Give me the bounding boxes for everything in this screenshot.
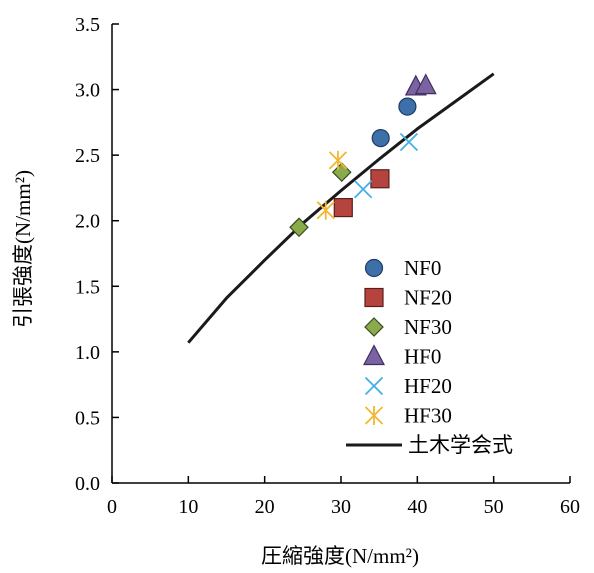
legend-label: NF20	[404, 286, 452, 310]
point-nf30	[289, 217, 309, 238]
legend-label: HF0	[404, 345, 441, 369]
point-hf20	[354, 180, 373, 199]
y-tick-label: 1.5	[75, 276, 100, 298]
x-tick-label: 10	[178, 496, 198, 518]
legend-label: HF20	[404, 374, 452, 398]
point-nf0	[371, 128, 390, 148]
legend-marker-hf20	[364, 376, 384, 396]
x-tick-label: 30	[331, 496, 351, 518]
legend-label: 土木学会式	[408, 433, 513, 457]
x-tick-label: 60	[560, 496, 580, 518]
y-axis-title: 引張強度(N/mm²)	[11, 170, 35, 328]
y-tick-label: 2.0	[75, 211, 100, 233]
y-tick-label: 1.0	[75, 342, 100, 364]
x-axis-title: 圧縮強度(N/mm²)	[261, 544, 419, 568]
point-hf30	[328, 150, 348, 170]
legend-label: NF30	[404, 315, 452, 339]
legend: NF0 NF20 NF30 HF0 HF20 HF30 土木学会式	[346, 256, 513, 457]
y-tick-label: 2.5	[75, 145, 100, 167]
x-tick-label: 0	[107, 496, 117, 518]
point-hf20	[399, 132, 419, 152]
point-hf30	[316, 200, 335, 220]
y-tick-label: 0.5	[75, 407, 100, 429]
point-hf0	[414, 73, 437, 95]
y-tick-label: 3.5	[75, 14, 100, 36]
point-nf30	[331, 162, 352, 183]
x-tick-label: 20	[255, 496, 275, 518]
legend-marker-nf30	[364, 317, 384, 337]
legend-label: NF0	[404, 256, 441, 280]
legend-marker-nf20	[364, 287, 384, 308]
point-nf20	[370, 169, 390, 189]
legend-label: HF30	[404, 404, 452, 428]
x-tick-label: 40	[407, 496, 427, 518]
y-tick-label: 3.0	[75, 80, 100, 102]
point-nf20	[333, 198, 353, 218]
point-nf0	[398, 97, 417, 116]
legend-marker-hf0	[363, 344, 385, 366]
curve-jsce-formula	[187, 72, 495, 344]
y-tick-label: 0.0	[75, 473, 100, 495]
legend-marker-nf0	[364, 258, 384, 278]
legend-marker-hf30	[364, 406, 384, 425]
x-tick-label: 50	[484, 496, 504, 518]
